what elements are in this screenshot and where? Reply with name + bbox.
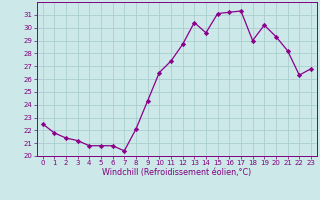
X-axis label: Windchill (Refroidissement éolien,°C): Windchill (Refroidissement éolien,°C) [102,168,252,177]
